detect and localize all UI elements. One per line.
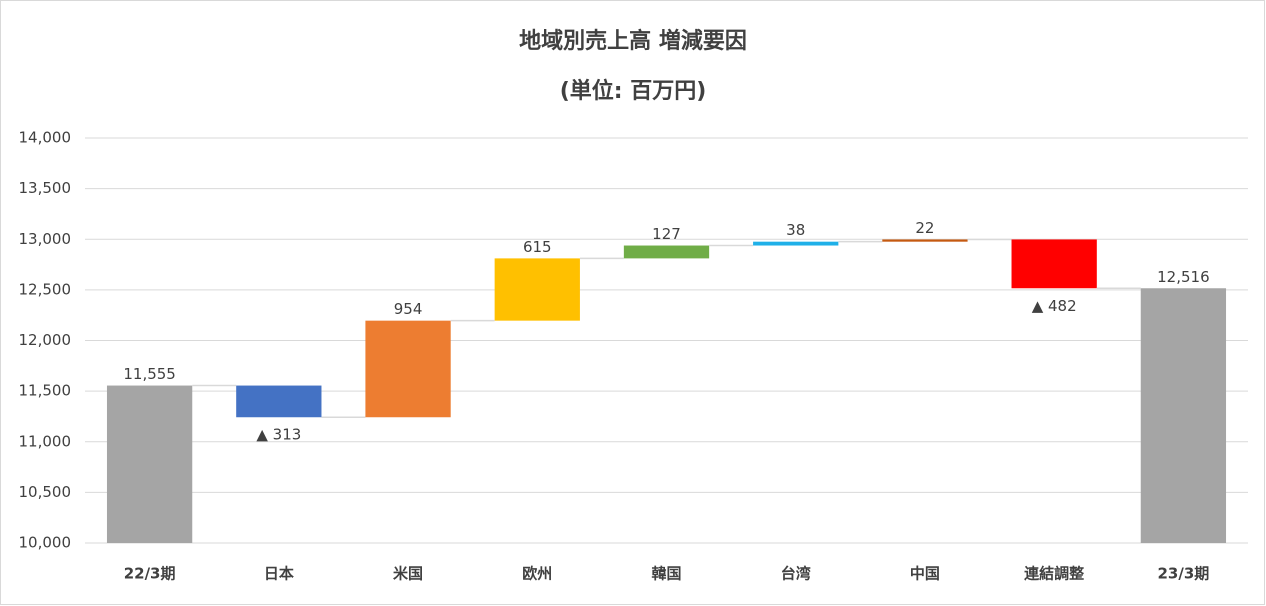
x-tick-label: 韓国	[651, 565, 681, 583]
bar	[623, 245, 710, 259]
bar	[753, 241, 839, 246]
y-tick-label: 13,500	[19, 179, 72, 197]
x-tick-label: 23/3期	[1157, 565, 1209, 583]
bar	[1011, 239, 1097, 289]
y-tick-label: 10,000	[19, 534, 72, 552]
data-label: ▲ 482	[1032, 297, 1077, 315]
data-label: 615	[523, 238, 552, 256]
data-label: ▲ 313	[256, 426, 301, 444]
y-tick-label: 10,500	[19, 483, 72, 501]
chart-title: 地域別売上高 増減要因	[519, 28, 747, 54]
y-tick-label: 14,000	[19, 129, 72, 147]
bar	[236, 385, 322, 418]
y-tick-label: 13,000	[19, 230, 72, 248]
y-tick-label: 11,000	[19, 432, 72, 450]
y-tick-label: 11,500	[19, 382, 72, 400]
data-label: 127	[652, 225, 681, 243]
bar	[882, 239, 968, 242]
bar	[365, 320, 451, 418]
bar	[494, 258, 580, 321]
data-label: 11,555	[123, 365, 176, 383]
x-tick-label: 連結調整	[1024, 565, 1084, 583]
chart-subtitle: (単位: 百万円)	[560, 78, 707, 104]
x-tick-label: 米国	[393, 565, 423, 583]
data-label: 22	[915, 219, 934, 237]
x-tick-label: 欧州	[522, 565, 552, 583]
bar	[106, 385, 193, 543]
data-label: 12,516	[1157, 268, 1210, 286]
data-label: 954	[394, 300, 423, 318]
bar	[1140, 288, 1227, 543]
y-tick-label: 12,000	[19, 331, 72, 349]
x-tick-label: 中国	[910, 565, 940, 583]
y-tick-label: 12,500	[19, 280, 72, 298]
x-tick-label: 22/3期	[124, 565, 176, 583]
x-tick-label: 日本	[264, 565, 294, 583]
data-label: 38	[786, 221, 805, 239]
x-tick-label: 台湾	[781, 565, 811, 583]
